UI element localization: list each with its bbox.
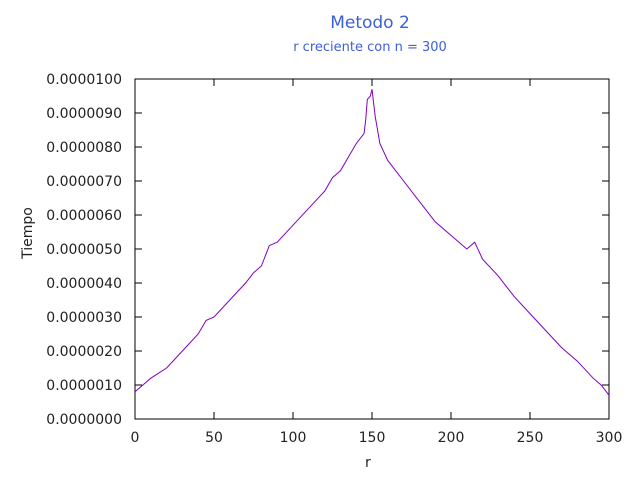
x-tick-label: 150 — [359, 430, 386, 446]
x-axis-label: r — [365, 455, 371, 471]
chart-title: Metodo 2 — [330, 13, 410, 33]
y-tick-label: 0.0000060 — [46, 208, 122, 224]
y-tick-label: 0.0000010 — [46, 378, 122, 394]
y-tick-label: 0.0000080 — [46, 140, 122, 156]
plot-area-frame — [134, 78, 610, 420]
y-tick-label: 0.0000090 — [46, 106, 122, 122]
y-tick-label: 0.0000030 — [46, 310, 122, 326]
y-tick-label: 0.0000040 — [46, 276, 122, 292]
y-tick-label: 0.0000100 — [46, 72, 122, 88]
y-tick-label: 0.0000000 — [46, 412, 122, 428]
y-axis-label: Tiempo — [19, 207, 36, 259]
x-tick-label: 0 — [131, 430, 140, 446]
y-tick-label: 0.0000070 — [46, 174, 122, 190]
x-tick-label: 100 — [280, 430, 307, 446]
x-tick-label: 250 — [517, 430, 544, 446]
x-tick-label: 50 — [205, 430, 223, 446]
series-line — [134, 89, 610, 396]
y-tick-label: 0.0000050 — [46, 242, 122, 258]
x-axis-ticks: 0 50 100 150 200 250 300 — [131, 79, 623, 446]
chart-subtitle: r creciente con n = 300 — [293, 40, 447, 55]
x-tick-label: 300 — [596, 430, 623, 446]
y-tick-label: 0.0000020 — [46, 344, 122, 360]
y-axis-ticks: 0.0000000 0.0000010 0.0000020 0.0000030 0.00… — [46, 72, 609, 428]
x-tick-label: 200 — [438, 430, 465, 446]
